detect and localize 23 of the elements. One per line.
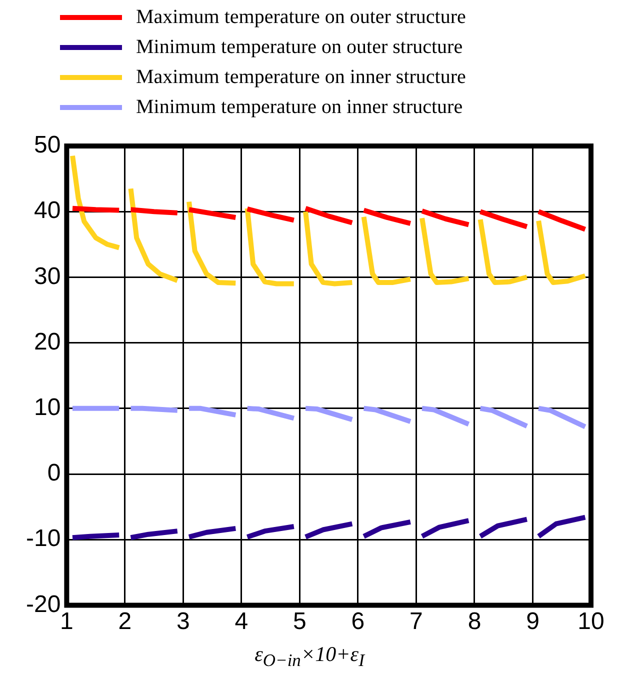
x-tick-label: 6 xyxy=(351,608,365,636)
x-tick-label: 10 xyxy=(578,608,604,636)
y-tick-label: 40 xyxy=(34,197,61,224)
x-tick-label: 5 xyxy=(293,608,306,636)
legend-label: Maximum temperature on outer structure xyxy=(136,6,466,28)
y-tick-label: 0 xyxy=(47,460,61,487)
x-tick-label: 3 xyxy=(176,608,190,636)
x-axis-title: ε$_{O−in}$×10+ε$_{I}$ xyxy=(254,642,366,672)
x-tick-label: 9 xyxy=(526,608,540,636)
x-tick-label: 8 xyxy=(468,608,482,636)
legend-label: Maximum temperature on inner structure xyxy=(136,66,466,88)
legend-label: Minimum temperature on inner structure xyxy=(136,96,463,118)
y-tick-label: -10 xyxy=(26,525,61,552)
x-tick-label: 1 xyxy=(60,608,74,636)
x-tick-label: 2 xyxy=(118,608,132,636)
y-tick-label: -20 xyxy=(26,590,61,618)
legend-label: Minimum temperature on outer structure xyxy=(136,36,463,58)
y-tick-label: 20 xyxy=(34,328,61,356)
y-tick-label: 10 xyxy=(34,394,61,422)
y-tick-label: 50 xyxy=(34,132,61,159)
x-tick-label: 7 xyxy=(410,608,423,636)
y-tick-label: 30 xyxy=(34,262,61,290)
x-tick-label: 4 xyxy=(234,608,248,636)
